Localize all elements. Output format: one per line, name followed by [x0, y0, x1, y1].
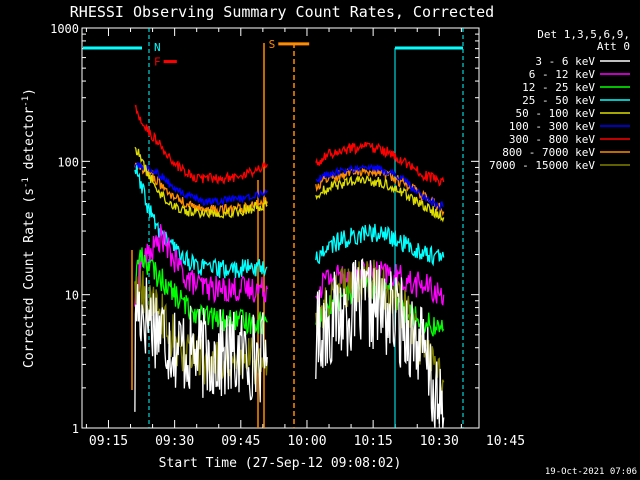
series-line-7	[134, 162, 268, 218]
legend-label: 800 - 7000 keV	[502, 146, 595, 159]
x-tick-label: 09:30	[155, 434, 194, 449]
series-line-1	[134, 224, 268, 307]
x-tick-label: 10:45	[486, 434, 525, 449]
legend-header-line: Det 1,3,5,6,9,	[537, 28, 630, 41]
x-tick-label: 10:30	[420, 434, 459, 449]
series-line-4	[315, 175, 445, 223]
y-axis-label-exp: -1	[21, 177, 31, 188]
annotation-label-n: N	[154, 41, 161, 54]
axis-tick-labels: 1 10 100 1000 09:15 09:30 09:45 10:00 10:15 10:30…	[50, 22, 525, 449]
series-line-0	[134, 277, 268, 412]
legend-label: 6 - 12 keV	[529, 68, 596, 81]
y-axis-label-part: Corrected Count Rate (s	[22, 188, 37, 368]
series-line-6	[315, 141, 445, 187]
y-tick-label: 1	[72, 422, 79, 436]
attenuator-markers	[83, 28, 464, 428]
annotation-label-f: F	[154, 56, 161, 69]
annotation-markers: FN S	[154, 38, 310, 69]
plot-frame	[81, 27, 480, 429]
series-line-3	[134, 165, 268, 279]
y-tick-label: 100	[57, 155, 79, 169]
y-axis-label: Corrected Count Rate (s-1 detector-1)	[21, 88, 37, 368]
legend-label: 50 - 100 keV	[516, 107, 596, 120]
series-line-5	[134, 162, 268, 207]
y-tick-label: 1000	[50, 22, 79, 36]
series-line-3	[315, 223, 445, 267]
y-tick-label: 10	[65, 289, 79, 303]
y-axis-label-exp: -1	[21, 96, 31, 107]
y-axis-label-part: detector	[22, 107, 37, 178]
series-line-2	[134, 247, 268, 336]
legend-label: 3 - 6 keV	[535, 55, 595, 68]
x-axis-label: Start Time (27-Sep-12 09:08:02)	[159, 456, 402, 471]
series-line-0	[315, 257, 445, 429]
x-tick-label: 10:00	[287, 434, 326, 449]
legend-label: 12 - 25 keV	[522, 81, 595, 94]
chart-title: RHESSI Observing Summary Count Rates, Co…	[70, 3, 494, 21]
legend-label: 25 - 50 keV	[522, 94, 595, 107]
legend-label: 300 - 800 keV	[509, 133, 595, 146]
series-lines	[134, 104, 445, 429]
series-line-6	[134, 104, 268, 185]
x-tick-label: 09:15	[89, 434, 128, 449]
legend-label: 100 - 300 keV	[509, 120, 595, 133]
x-tick-label: 10:15	[354, 434, 393, 449]
series-line-5	[315, 163, 444, 211]
annotation-label-s: S	[269, 38, 276, 51]
series-line-4	[134, 146, 268, 219]
x-tick-label: 09:45	[221, 434, 260, 449]
legend-label: 7000 - 15000 keV	[489, 159, 595, 172]
render-timestamp: 19-Oct-2021 07:06	[545, 467, 637, 477]
legend-header-line: Att 0	[597, 40, 630, 53]
y-axis-label-part: )	[22, 88, 37, 96]
axis-ticks	[82, 27, 479, 429]
